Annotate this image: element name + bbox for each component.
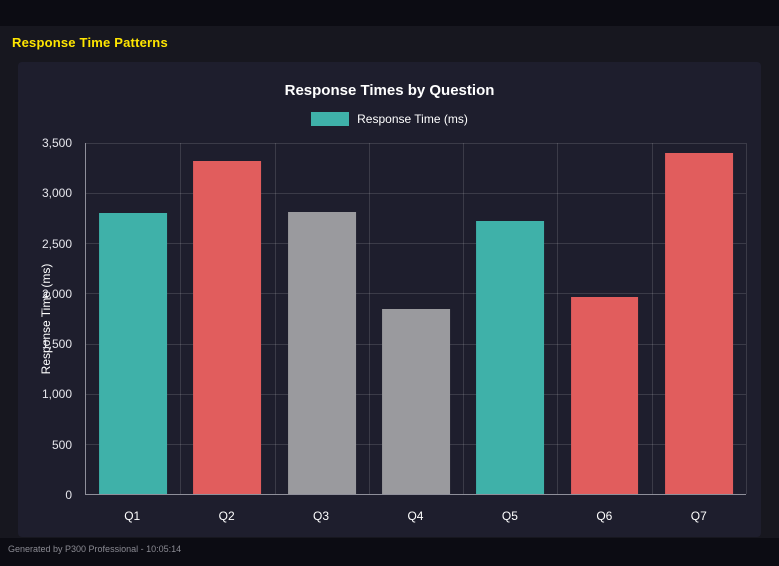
x-gridline — [368, 143, 370, 494]
x-tick-label: Q2 — [218, 509, 235, 523]
bar-q1[interactable] — [99, 213, 168, 494]
x-tick-label: Q6 — [596, 509, 613, 523]
bar-q5[interactable] — [476, 221, 545, 494]
bar-q3[interactable] — [287, 212, 356, 494]
y-gridline — [86, 143, 746, 144]
legend-label: Response Time (ms) — [357, 112, 468, 126]
legend-swatch — [311, 112, 350, 126]
page-title: Response Time Patterns — [12, 35, 168, 50]
bar-q6[interactable] — [570, 297, 639, 494]
chart-title: Response Times by Question — [284, 82, 495, 99]
x-tick-label: Q3 — [313, 509, 330, 523]
footer-note: Generated by P300 Professional - 10:05:1… — [8, 544, 182, 554]
y-tick-label: 1,500 — [41, 337, 72, 352]
bar-q4[interactable] — [382, 309, 450, 494]
y-tick-label: 2,500 — [41, 236, 72, 251]
y-tick-label: 1,000 — [41, 387, 72, 402]
x-axis-labels: Q1 Q2 Q3 Q4 Q5 Q6 Q7 — [85, 509, 746, 523]
plot-area — [85, 143, 747, 495]
bottom-strip — [0, 538, 779, 566]
x-gridline — [274, 143, 276, 494]
bar-q2[interactable] — [193, 161, 262, 494]
y-gridline — [86, 293, 746, 295]
x-gridline — [746, 143, 747, 494]
x-tick-label: Q5 — [501, 509, 518, 523]
x-gridline — [463, 143, 465, 494]
y-axis-ticks: 0 500 1,000 1,500 2,000 2,500 3,000 3,500 — [32, 136, 78, 502]
y-tick-label: 2,000 — [41, 286, 72, 301]
y-tick-label: 0 — [65, 488, 72, 502]
y-gridline — [86, 243, 746, 245]
y-tick-label: 3,500 — [41, 136, 72, 150]
chart-panel: Response Times by Question Response Time… — [18, 62, 761, 537]
x-gridline — [557, 143, 559, 494]
bar-q7[interactable] — [664, 153, 733, 494]
chart-legend[interactable]: Response Time (ms) — [18, 112, 761, 126]
x-gridline — [180, 143, 182, 494]
top-strip — [0, 0, 779, 26]
y-gridline — [86, 193, 746, 195]
x-tick-label: Q7 — [690, 509, 707, 523]
y-tick-label: 500 — [51, 437, 72, 452]
x-gridline — [651, 143, 653, 494]
x-tick-label: Q1 — [124, 509, 141, 523]
x-tick-label: Q4 — [407, 509, 424, 523]
y-tick-label: 3,000 — [41, 186, 72, 201]
